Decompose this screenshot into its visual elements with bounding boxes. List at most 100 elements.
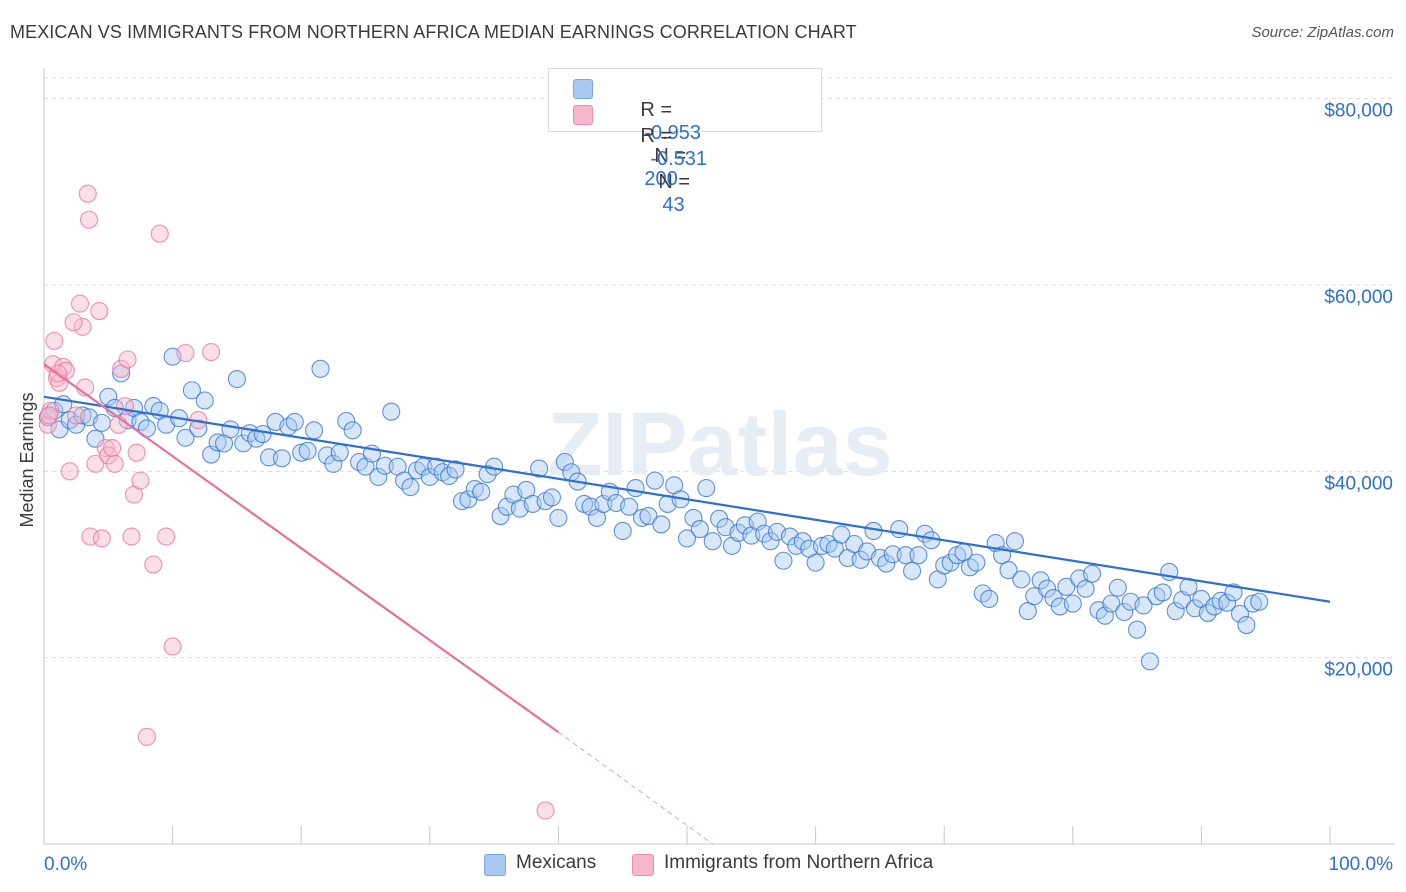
legend-swatch-pink	[573, 105, 593, 125]
data-point	[38, 415, 57, 434]
data-point	[382, 402, 401, 421]
x-tick-label: 0.0%	[44, 854, 87, 875]
data-point	[81, 527, 100, 546]
data-point	[208, 433, 227, 452]
data-point	[1083, 564, 1102, 583]
data-point	[292, 443, 311, 462]
trend-line-extension	[558, 731, 714, 845]
data-point	[79, 210, 99, 229]
data-point	[1211, 591, 1230, 610]
data-point	[259, 448, 279, 467]
data-point	[793, 532, 812, 551]
y-tick-label: $40,000	[1324, 473, 1393, 494]
bottom-legend-label: Immigrants from Northern Africa	[664, 852, 934, 873]
tick-labels: $20,000 $40,000 $60,000 $80,000 0.0% 100.0%	[44, 101, 1393, 875]
legend-r-label: R =	[640, 125, 673, 147]
data-point	[395, 471, 414, 490]
data-point	[1243, 594, 1262, 613]
data-point	[131, 412, 150, 431]
y-tick-label: $60,000	[1324, 287, 1393, 308]
data-point	[96, 438, 115, 458]
trend-line	[43, 363, 560, 734]
data-point	[819, 534, 838, 554]
data-point	[90, 302, 109, 321]
data-point	[877, 554, 896, 573]
data-point	[542, 488, 562, 507]
legend-swatch-blue	[573, 79, 593, 99]
legend-r-label: R =	[640, 99, 673, 121]
data-point	[112, 359, 131, 378]
legend-n-value: 43	[662, 194, 685, 216]
data-point	[1108, 578, 1127, 597]
data-point	[909, 546, 928, 565]
legend-r-value: -0.953	[644, 122, 702, 144]
data-point	[555, 452, 574, 472]
data-point	[350, 452, 369, 472]
data-point	[86, 454, 105, 473]
data-point	[324, 454, 343, 473]
data-point	[176, 343, 195, 363]
data-point	[127, 443, 146, 462]
data-point	[73, 406, 92, 425]
data-point	[472, 482, 491, 501]
data-point	[40, 406, 59, 425]
data-point	[137, 727, 156, 746]
data-point	[253, 424, 272, 444]
data-point	[1076, 579, 1095, 598]
correlation-legend: R = -0.953 N = 200 R = -0.531 N = 43	[548, 68, 822, 216]
data-point	[182, 381, 201, 400]
data-point	[311, 359, 330, 378]
data-point	[620, 497, 639, 516]
data-point	[1012, 570, 1031, 589]
data-point	[452, 492, 472, 511]
data-point	[941, 553, 960, 572]
data-point	[980, 589, 999, 609]
data-point	[67, 406, 86, 425]
data-point	[221, 420, 240, 439]
data-point	[60, 462, 79, 481]
data-point	[549, 508, 568, 527]
data-point	[227, 370, 246, 389]
data-point	[70, 294, 90, 313]
data-point	[50, 420, 69, 439]
data-point	[92, 413, 111, 432]
data-point	[356, 457, 375, 476]
data-point	[330, 443, 349, 462]
data-point	[45, 331, 64, 350]
watermark: ZIPatlas	[547, 395, 892, 495]
data-point	[478, 465, 497, 484]
data-point	[440, 466, 459, 486]
data-point	[92, 529, 111, 548]
y-tick-label: $80,000	[1324, 101, 1393, 122]
chart-title: MEXICAN VS IMMIGRANTS FROM NORTHERN AFRI…	[10, 22, 857, 42]
y-tick-label: $20,000	[1324, 660, 1393, 681]
data-point	[632, 508, 652, 527]
gridlines	[44, 77, 1394, 659]
data-point	[1115, 602, 1134, 622]
data-point	[530, 459, 549, 478]
data-point	[1128, 620, 1147, 639]
legend-row-northern-africa: R = -0.531 N = 43	[573, 102, 707, 216]
data-point	[1166, 602, 1185, 621]
data-point	[1057, 577, 1076, 596]
data-point	[176, 428, 195, 447]
data-point	[1005, 532, 1024, 551]
data-point	[195, 391, 214, 410]
data-point	[902, 561, 922, 581]
data-point	[1218, 593, 1237, 612]
series-layer	[38, 184, 1269, 820]
data-point	[613, 521, 632, 540]
data-point	[690, 520, 709, 539]
data-point	[298, 441, 317, 460]
data-point	[645, 471, 664, 490]
data-point	[536, 801, 555, 820]
trend-line	[43, 395, 1331, 603]
data-point	[684, 508, 703, 527]
axes	[43, 68, 1394, 845]
data-point	[1018, 602, 1037, 621]
data-point	[1153, 583, 1172, 602]
data-point	[163, 637, 182, 656]
data-point	[86, 429, 105, 448]
data-point	[78, 184, 97, 203]
trend-layer	[43, 363, 1331, 845]
